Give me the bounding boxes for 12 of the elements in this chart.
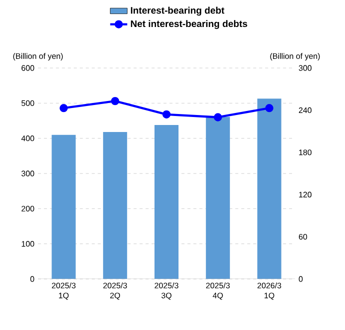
bar bbox=[154, 124, 178, 279]
legend-label: Net interest-bearing debts bbox=[130, 20, 248, 29]
bar bbox=[103, 132, 128, 279]
point bbox=[111, 96, 120, 106]
point bbox=[60, 104, 68, 112]
bar bbox=[206, 116, 230, 279]
point bbox=[162, 110, 171, 118]
point bbox=[214, 113, 222, 122]
legend-label: Interest-bearing debt bbox=[130, 6, 224, 16]
bar bbox=[52, 134, 76, 279]
bar bbox=[257, 98, 282, 279]
point bbox=[265, 104, 274, 112]
